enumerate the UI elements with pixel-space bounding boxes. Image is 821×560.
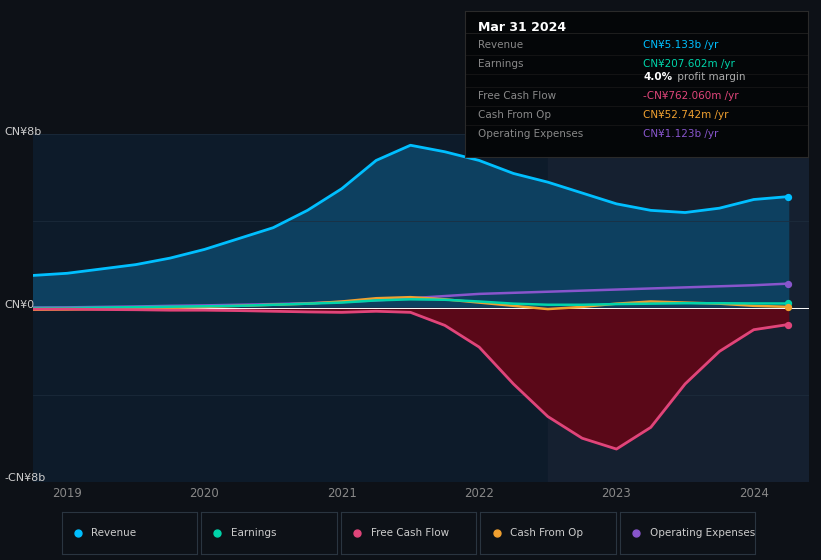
Text: Revenue: Revenue (479, 40, 524, 50)
Text: -CN¥762.060m /yr: -CN¥762.060m /yr (643, 91, 739, 101)
Text: Earnings: Earnings (231, 529, 277, 538)
Text: CN¥8b: CN¥8b (4, 127, 41, 137)
Point (782, 192, 795, 201)
Text: Earnings: Earnings (479, 59, 524, 69)
Text: Free Cash Flow: Free Cash Flow (479, 91, 557, 101)
Text: CN¥5.133b /yr: CN¥5.133b /yr (643, 40, 718, 50)
Text: Operating Expenses: Operating Expenses (649, 529, 754, 538)
Point (782, 279, 795, 288)
Point (782, 299, 795, 308)
Text: CN¥1.123b /yr: CN¥1.123b /yr (643, 129, 718, 139)
Text: CN¥52.742m /yr: CN¥52.742m /yr (643, 110, 729, 120)
Text: CN¥0: CN¥0 (4, 300, 34, 310)
Point (782, 302, 795, 311)
Text: Cash From Op: Cash From Op (479, 110, 552, 120)
Text: Revenue: Revenue (91, 529, 136, 538)
Text: Free Cash Flow: Free Cash Flow (370, 529, 448, 538)
Text: -CN¥8b: -CN¥8b (4, 473, 45, 483)
Text: Operating Expenses: Operating Expenses (479, 129, 584, 139)
Text: Cash From Op: Cash From Op (510, 529, 583, 538)
Text: Mar 31 2024: Mar 31 2024 (479, 21, 566, 34)
Text: profit margin: profit margin (674, 72, 745, 82)
Text: 4.0%: 4.0% (643, 72, 672, 82)
Bar (548, 134, 809, 482)
Text: CN¥207.602m /yr: CN¥207.602m /yr (643, 59, 735, 69)
Point (782, 320, 795, 329)
